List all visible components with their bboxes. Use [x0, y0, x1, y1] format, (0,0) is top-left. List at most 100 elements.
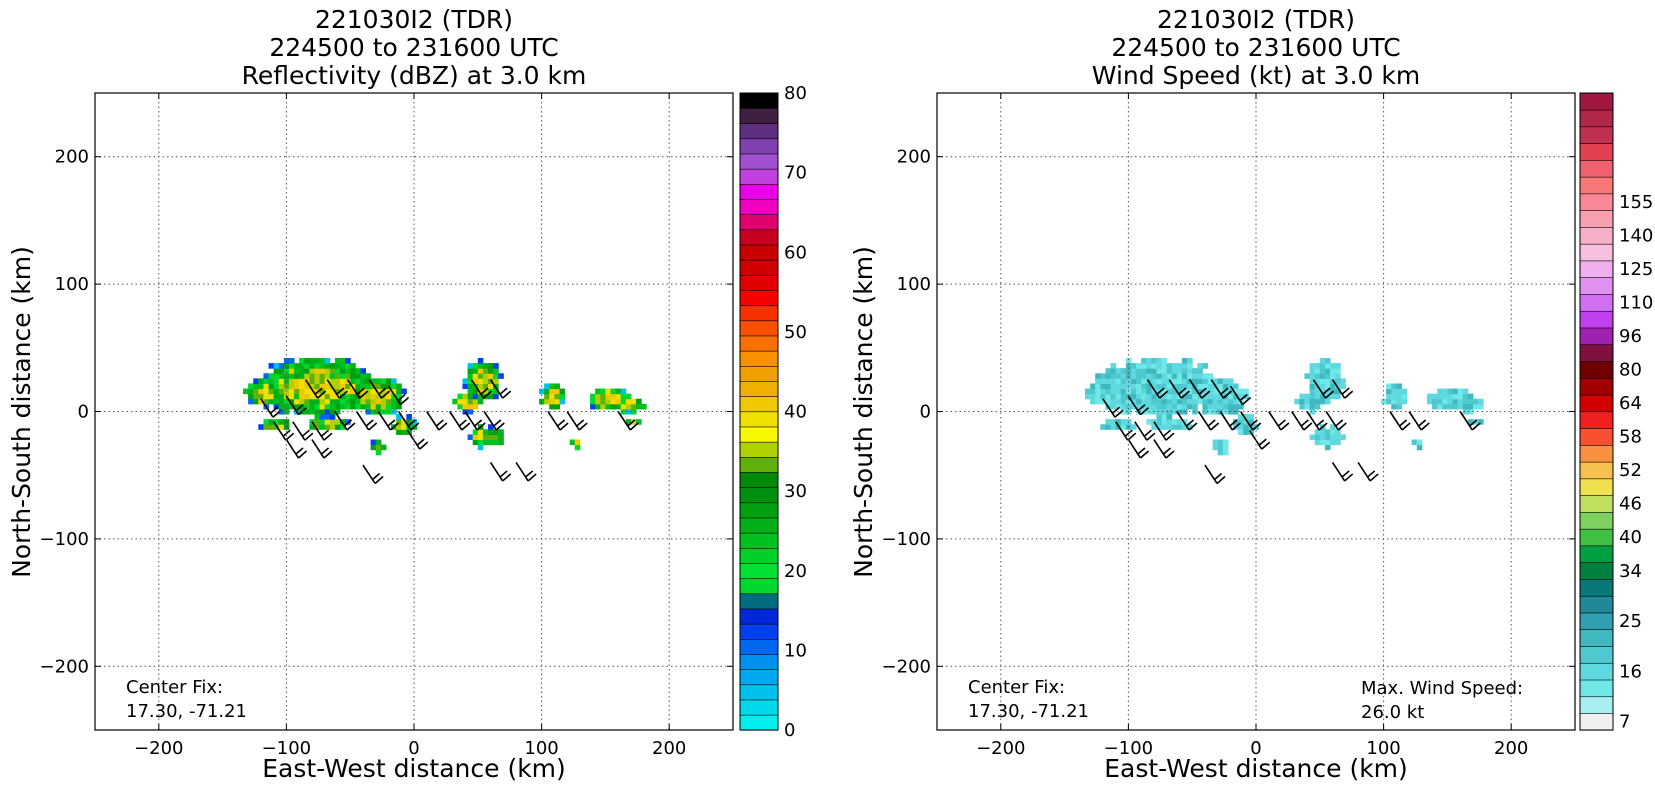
echo-cell: [339, 403, 346, 410]
wind-barb-staff: [566, 411, 580, 431]
echo-cell: [477, 383, 484, 390]
wind-barb-flag: [1277, 419, 1286, 427]
echo-cell: [477, 444, 484, 451]
echo-cell: [1391, 398, 1397, 405]
echo-cell: [636, 419, 642, 425]
colorbar-tick-label: 96: [1619, 326, 1642, 347]
echo-cell: [1478, 419, 1484, 425]
echo-cell: [493, 429, 499, 435]
echo-cell: [1181, 357, 1188, 364]
echo-cell: [1472, 403, 1479, 410]
echo-cell: [590, 393, 596, 400]
wind-barb-staff: [1204, 464, 1218, 484]
echo-cell: [1324, 368, 1331, 374]
echo-cell: [1217, 449, 1224, 456]
colorbar-segment: [739, 578, 779, 595]
echo-cell: [1330, 439, 1336, 446]
echo-cell: [391, 393, 397, 400]
echo-cell: [309, 357, 315, 364]
grid-lines: [95, 93, 733, 730]
echo-cell: [1090, 388, 1096, 395]
echo-cell: [370, 393, 377, 400]
wind-barb-staff: [470, 379, 485, 399]
colorbar-segment: [739, 365, 779, 382]
echo-cell: [1187, 363, 1193, 369]
echo-cell: [1095, 393, 1101, 400]
echo-cell: [1416, 444, 1423, 451]
echo-cell: [559, 388, 566, 395]
wind-barb-flag: [1420, 422, 1430, 431]
echo-cell: [462, 398, 469, 405]
echo-cell: [1136, 368, 1142, 374]
echo-cell: [620, 393, 627, 400]
echo-cell: [1110, 368, 1117, 374]
echo-cell: [1105, 378, 1112, 384]
colorbar-segment: [739, 274, 779, 291]
colorbar-segment: [1579, 176, 1614, 195]
echo-cell: [1105, 424, 1112, 430]
wind-barb-flag: [1137, 404, 1146, 412]
chart-title-line3: Wind Speed (kt) at 3.0 km: [1092, 61, 1420, 90]
echo-cell: [268, 424, 275, 430]
echo-cell: [345, 393, 351, 400]
echo-cell: [309, 393, 315, 400]
echo-cell: [309, 383, 315, 390]
echo-cell: [472, 368, 479, 374]
echo-cell: [1171, 398, 1178, 405]
wind-barb-flag: [1229, 419, 1238, 427]
colorbar: [1579, 92, 1614, 731]
echo-cell: [1110, 393, 1117, 400]
echo-cell: [288, 378, 295, 384]
echo-cell: [334, 388, 341, 395]
echo-cell: [1447, 403, 1454, 410]
echo-cell: [273, 388, 280, 395]
colorbar-segment: [739, 669, 779, 686]
wind-barb-flag: [400, 396, 410, 406]
echo-cell: [1447, 398, 1454, 405]
echo-cell: [1151, 398, 1157, 405]
echo-cell: [324, 383, 331, 390]
echo-cell: [263, 378, 270, 384]
echo-cell: [615, 393, 622, 400]
wind-barb-flag: [282, 429, 291, 437]
colorbar-segment: [739, 305, 779, 322]
colorbar-segment: [1579, 394, 1614, 413]
wind-barb-staff: [1127, 395, 1142, 416]
echo-cell: [1462, 388, 1469, 395]
wind-barb-flag: [343, 419, 353, 427]
y-tick-label: −200: [40, 656, 89, 677]
echo-cell: [1141, 398, 1147, 405]
echo-cell: [1324, 434, 1331, 441]
echo-cell: [1161, 414, 1168, 420]
echo-cell: [1095, 378, 1101, 384]
colorbar-tick-label: 52: [1619, 460, 1642, 481]
echo-cell: [380, 403, 387, 410]
echo-cell: [1386, 398, 1392, 405]
echo-cell: [304, 373, 310, 379]
echo-cell: [1125, 398, 1132, 405]
wind-barb-staff: [1229, 385, 1244, 405]
echo-cell: [1314, 388, 1321, 395]
colorbar-tick-label: 58: [1619, 427, 1642, 448]
echo-cell: [1335, 383, 1341, 390]
x-ticks: −200 −100 0 100 200: [976, 93, 1528, 759]
echo-cell: [1105, 373, 1112, 379]
wind-barb-staff: [489, 462, 504, 482]
y-axis-label: North-South distance (km): [849, 246, 878, 578]
echo-cell: [1319, 373, 1326, 379]
wind-barb-flag: [527, 473, 537, 482]
wind-barb-staff: [1291, 411, 1305, 431]
echo-cell: [1335, 388, 1341, 395]
echo-cell: [406, 419, 412, 425]
colorbar-segment: [739, 168, 779, 185]
echo-cell: [1197, 363, 1203, 369]
wind-barb-staff: [1134, 421, 1148, 441]
echo-cell: [1136, 383, 1142, 390]
colorbar-segment: [1579, 109, 1614, 128]
echo-cell: [1110, 419, 1117, 425]
echo-cell: [1166, 408, 1173, 415]
echo-cell: [625, 408, 632, 415]
echo-cell: [263, 383, 270, 390]
wind-barb-flag: [295, 447, 304, 455]
echo-cell: [1452, 398, 1459, 405]
